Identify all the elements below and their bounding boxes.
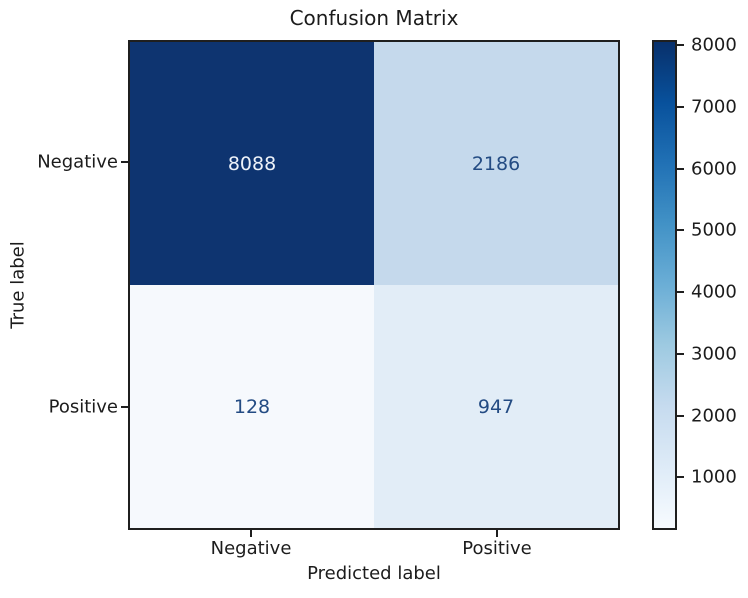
y-axis-label: True label: [7, 241, 29, 329]
colorbar-tick-mark: [677, 229, 684, 231]
colorbar-tick-label: 7000: [691, 96, 737, 118]
colorbar-tick-mark: [677, 168, 684, 170]
colorbar: [652, 40, 677, 530]
colorbar-tick-label: 4000: [691, 281, 737, 303]
colorbar-tick-mark: [677, 291, 684, 293]
chart-title: Confusion Matrix: [289, 6, 459, 30]
x-tick-label-negative: Negative: [210, 538, 292, 559]
colorbar-tick-mark: [677, 44, 684, 46]
y-tick-mark-negative: [121, 161, 128, 163]
heatmap-cell-true-positive: 947: [374, 285, 618, 528]
colorbar-tick-mark: [677, 106, 684, 108]
heatmap-cell-false-negative: 128: [130, 285, 374, 528]
x-tick-mark-negative: [250, 530, 252, 537]
x-axis-label: Predicted label: [307, 563, 441, 584]
colorbar-tick-mark: [677, 476, 684, 478]
x-tick-mark-positive: [496, 530, 498, 537]
y-tick-mark-positive: [121, 406, 128, 408]
colorbar-tick-mark: [677, 415, 684, 417]
colorbar-tick-label: 6000: [691, 158, 737, 180]
heatmap-cell-true-negative: 8088: [130, 42, 374, 285]
heatmap-plot-area: 8088 2186 128 947: [128, 40, 620, 530]
colorbar-tick-label: 8000: [691, 34, 737, 56]
colorbar-tick-label: 5000: [691, 219, 737, 241]
x-tick-label-positive: Positive: [462, 538, 532, 559]
heatmap-cell-false-positive: 2186: [374, 42, 618, 285]
y-tick-label-positive: Positive: [48, 396, 118, 418]
colorbar-tick-mark: [677, 353, 684, 355]
colorbar-tick-label: 1000: [691, 466, 737, 488]
colorbar-tick-label: 3000: [691, 343, 737, 365]
colorbar-tick-label: 2000: [691, 405, 737, 427]
y-tick-label-negative: Negative: [37, 151, 118, 173]
